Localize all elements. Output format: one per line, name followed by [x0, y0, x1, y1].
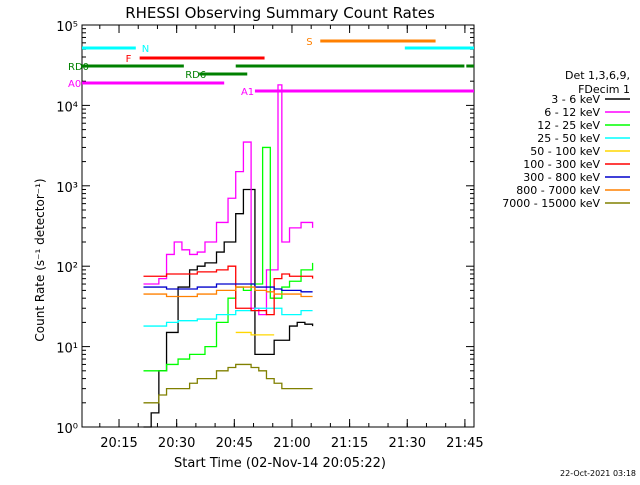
axes-layer: 10⁰ 10¹ 10² 10³ 10⁴ 10⁵ 20:15 20:30 20:45 21:00 21…: [56, 20, 483, 451]
legend-header-line1: Det 1,3,6,9,: [565, 69, 630, 82]
legend-label-1: 3 - 6 keV: [551, 93, 600, 106]
legend-header-line2: FDecim 1: [578, 83, 630, 96]
y-tick-label: 10³: [56, 181, 78, 196]
x-axis-label: Start Time (02-Nov-14 20:05:22): [174, 456, 386, 471]
series-line-9: [143, 363, 313, 404]
x-tick-label: 21:30: [389, 436, 426, 451]
series-line-7: [143, 283, 313, 293]
legend-label-9: 7000 - 15000 keV: [502, 197, 600, 210]
y-axis-label: Count Rate (s⁻¹ detector⁻¹): [33, 178, 47, 341]
series-line-2: [143, 84, 314, 316]
legend-label-2: 6 - 12 keV: [544, 106, 600, 119]
legend-label-6: 100 - 300 keV: [523, 158, 600, 171]
y-tick-label: 10²: [56, 261, 78, 276]
series-line-6: [143, 265, 314, 316]
flag-label-rd0: RD0: [68, 62, 89, 73]
x-tick-label: 20:15: [100, 436, 137, 451]
x-tick-label: 21:15: [331, 436, 368, 451]
flag-label-f: F: [126, 54, 132, 65]
legend-label-5: 50 - 100 keV: [530, 145, 600, 158]
legend-label-8: 800 - 7000 keV: [516, 184, 600, 197]
x-tick-label: 21:45: [446, 436, 483, 451]
legend-label-7: 300 - 800 keV: [523, 171, 600, 184]
flags-layer: NF RD0 RD6 A0 A1 S: [68, 37, 474, 98]
data-layer: [143, 84, 314, 428]
flag-label-s: S: [306, 37, 312, 48]
flag-label-a1: A1: [241, 87, 254, 98]
y-tick-label: 10⁴: [56, 100, 78, 115]
x-tick-label: 20:45: [216, 436, 253, 451]
x-tick-label: 20:30: [158, 436, 195, 451]
flag-label-n: N: [142, 44, 149, 55]
series-line-4: [143, 307, 313, 327]
series-line-1: [143, 188, 314, 428]
flag-label-a0: A0: [68, 79, 81, 90]
legend-label-4: 25 - 50 keV: [537, 132, 600, 145]
series-line-3: [143, 146, 314, 372]
chart-title: RHESSI Observing Summary Count Rates: [125, 4, 435, 22]
footer-date: 22-Oct-2021 03:18: [560, 469, 636, 478]
flag-label-rd6: RD6: [185, 70, 206, 81]
legend-label-3: 12 - 25 keV: [537, 119, 600, 132]
y-tick-label: 10⁰: [56, 422, 78, 437]
y-tick-label: 10⁵: [56, 20, 78, 35]
plot-frame: [81, 24, 475, 428]
series-line-8: [143, 286, 313, 298]
series-line-5: [235, 331, 275, 336]
y-tick-label: 10¹: [56, 342, 78, 357]
x-tick-label: 21:00: [273, 436, 310, 451]
